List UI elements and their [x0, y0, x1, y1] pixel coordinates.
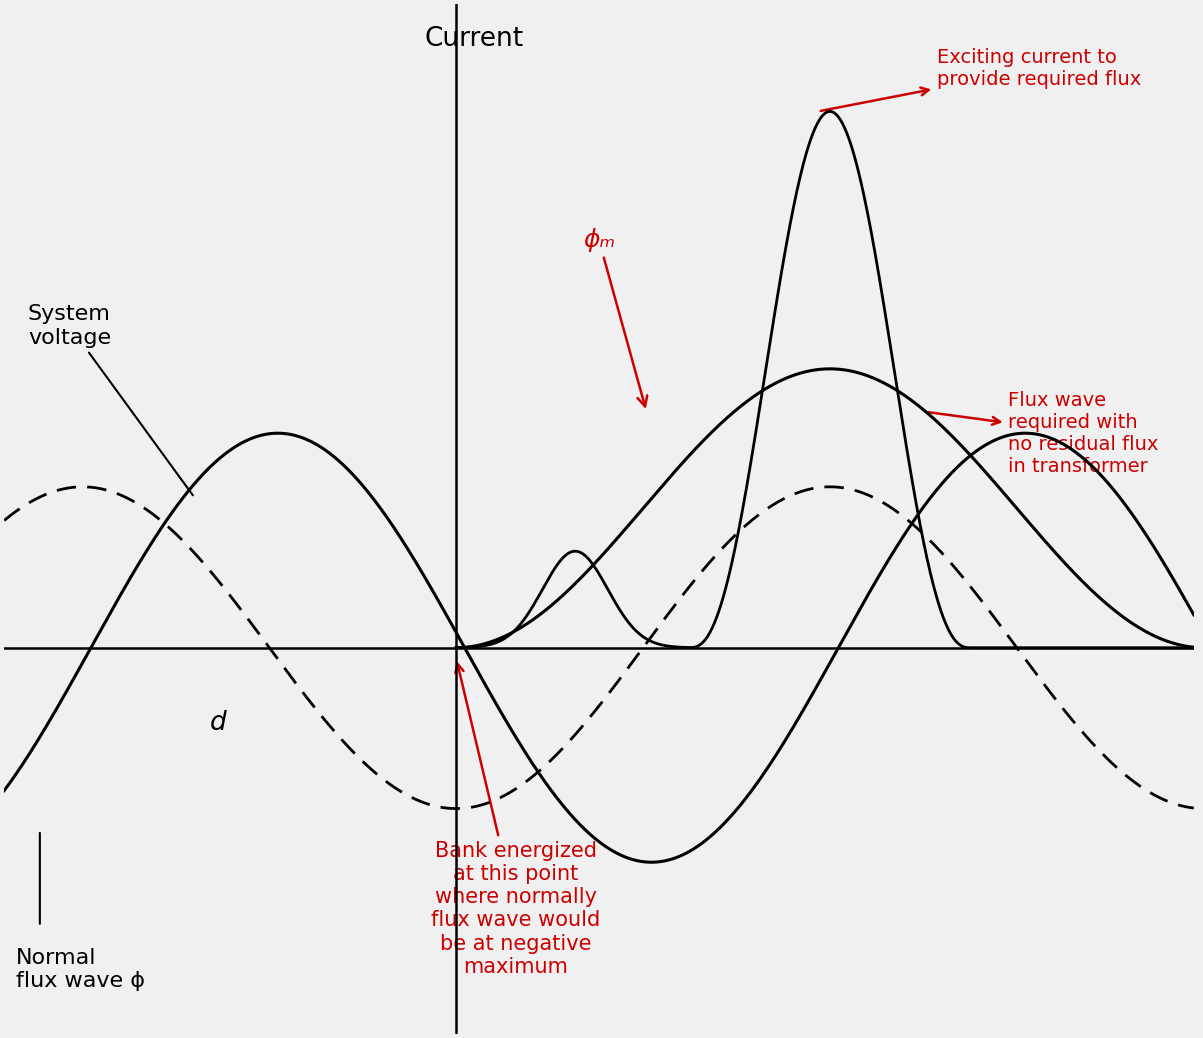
Text: Exciting current to
provide required flux: Exciting current to provide required flu…	[820, 48, 1142, 111]
Text: Normal
flux wave ϕ: Normal flux wave ϕ	[16, 948, 146, 991]
Text: System
voltage: System voltage	[28, 304, 192, 495]
Text: d: d	[209, 710, 226, 736]
Text: Bank energized
at this point
where normally
flux wave would
be at negative
maxim: Bank energized at this point where norma…	[431, 664, 600, 977]
Text: ϕₘ: ϕₘ	[583, 228, 647, 406]
Text: Flux wave
required with
no residual flux
in transformer: Flux wave required with no residual flux…	[928, 390, 1158, 475]
Text: Current: Current	[425, 26, 523, 52]
